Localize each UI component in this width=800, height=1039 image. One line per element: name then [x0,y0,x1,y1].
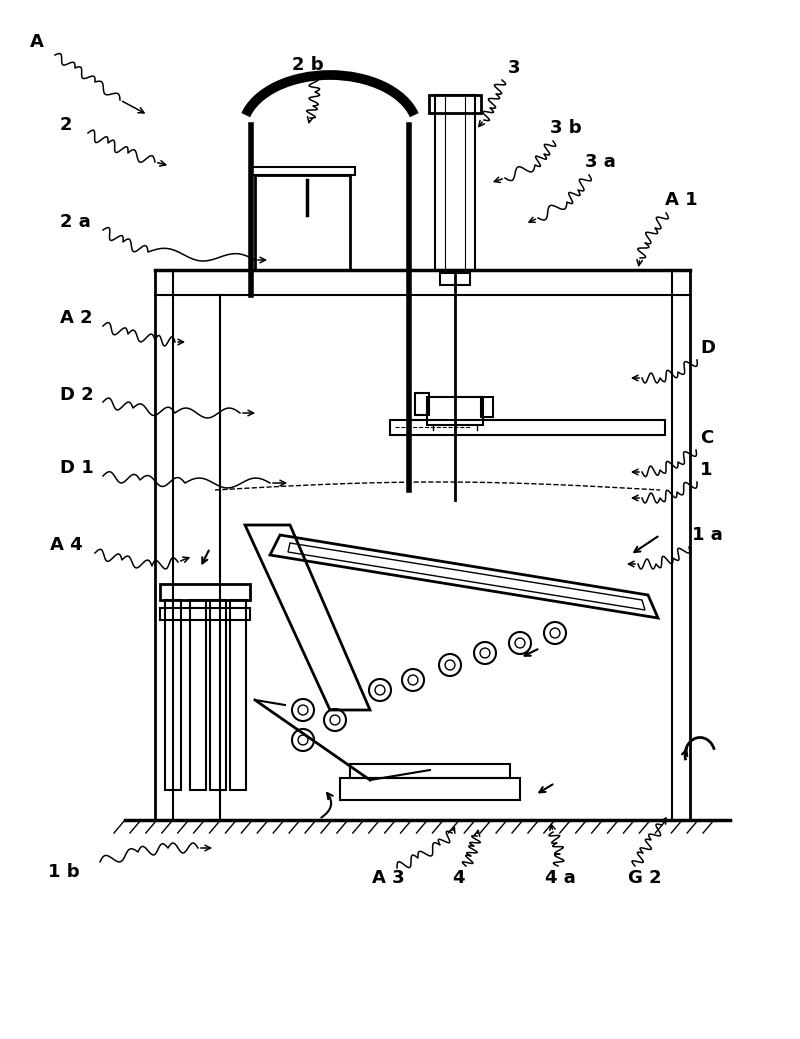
Bar [427,397,483,425]
Bar [250,167,355,175]
Bar [390,420,665,435]
Bar [440,273,470,285]
Text: C: C [700,429,714,447]
Bar [230,600,246,790]
Text: D 2: D 2 [60,387,94,404]
Text: A 1: A 1 [665,191,698,209]
Text: D: D [700,339,715,357]
Bar [255,175,350,270]
Text: 1 b: 1 b [48,863,80,881]
Bar [160,608,250,620]
Text: 2: 2 [60,116,73,134]
Text: 1: 1 [700,461,713,479]
Text: 2 a: 2 a [60,213,90,231]
Text: 3 b: 3 b [550,119,582,137]
Bar [481,397,493,417]
Bar [160,584,250,600]
Text: A 2: A 2 [60,309,93,327]
Text: 1 a: 1 a [692,526,722,544]
Bar [190,600,206,790]
Text: D 1: D 1 [60,459,94,477]
Text: 4: 4 [452,869,465,887]
Text: A 3: A 3 [372,869,405,887]
Bar [210,600,226,790]
Bar [155,270,690,820]
Text: A 4: A 4 [50,536,82,554]
Text: 3: 3 [508,59,521,77]
Bar [350,764,510,778]
Bar [165,600,181,790]
Bar [340,778,520,800]
Text: 4 a: 4 a [545,869,576,887]
Bar [415,393,429,415]
Text: 2 b: 2 b [292,56,324,74]
Text: A: A [30,33,44,51]
Bar [435,95,475,270]
Text: 3 a: 3 a [585,153,616,171]
Text: G 2: G 2 [628,869,662,887]
Bar [429,95,481,113]
